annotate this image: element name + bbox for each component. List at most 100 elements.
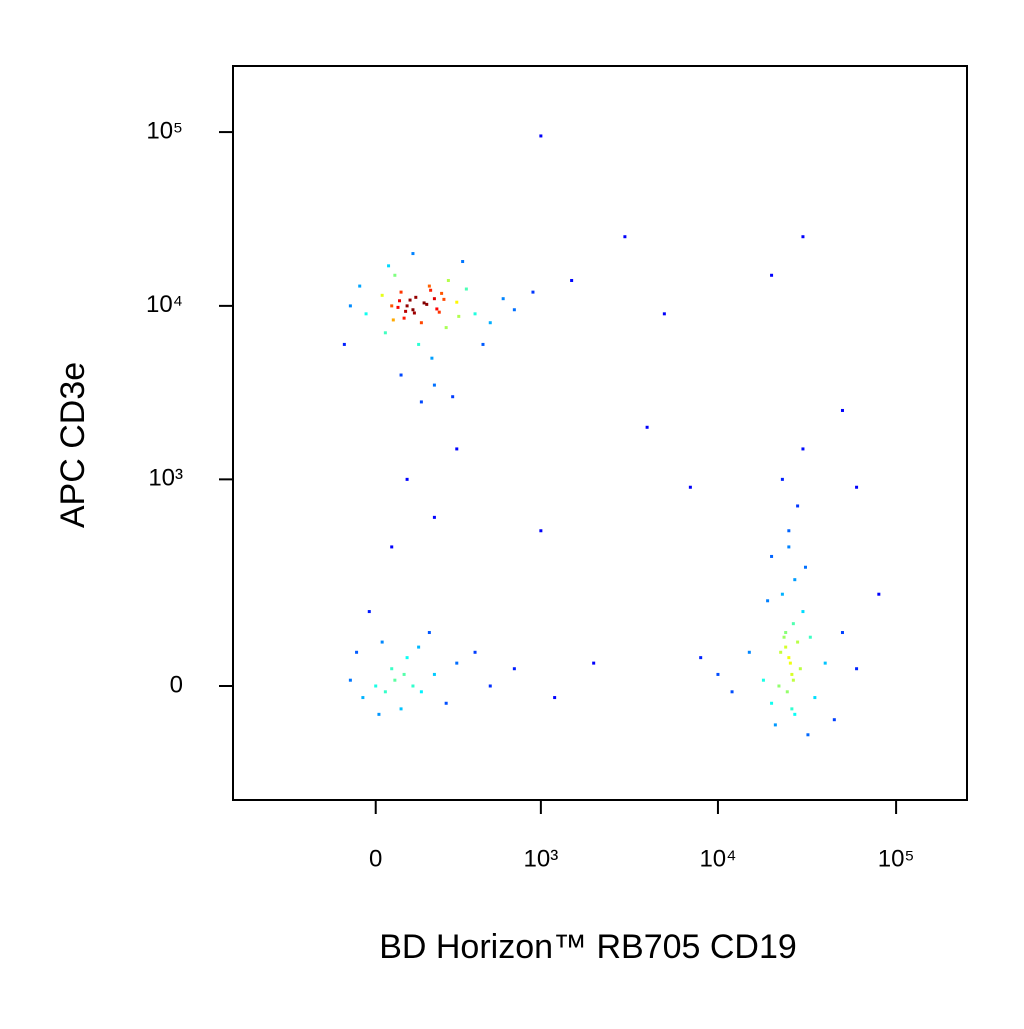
point — [404, 309, 408, 313]
point — [716, 672, 720, 676]
point — [790, 672, 794, 676]
point — [488, 684, 492, 688]
point — [473, 312, 477, 316]
point — [429, 288, 433, 292]
point — [539, 134, 543, 138]
point — [766, 599, 770, 603]
point — [405, 656, 409, 660]
point — [342, 342, 346, 346]
point — [383, 331, 387, 335]
point — [435, 307, 439, 311]
point — [390, 545, 394, 549]
point — [539, 529, 543, 533]
point — [813, 696, 817, 700]
point — [358, 284, 362, 288]
point — [399, 373, 403, 377]
x-tick-label: 0 — [369, 845, 382, 872]
point — [531, 290, 535, 294]
point — [399, 290, 403, 294]
point — [730, 690, 734, 694]
point — [398, 299, 402, 303]
point — [780, 592, 784, 596]
point — [396, 305, 400, 309]
point — [367, 610, 371, 614]
point — [451, 395, 455, 399]
point — [623, 235, 627, 239]
y-tick-label: 0 — [170, 671, 183, 698]
point — [361, 696, 365, 700]
point — [364, 312, 368, 316]
point — [408, 298, 412, 302]
point — [688, 485, 692, 489]
point — [402, 316, 406, 320]
point — [412, 311, 416, 315]
point — [501, 297, 505, 301]
x-tick-label: 10⁵ — [878, 845, 915, 872]
point — [419, 400, 423, 404]
point — [798, 667, 802, 671]
point — [405, 477, 409, 481]
point — [699, 656, 703, 660]
plot-frame — [232, 65, 968, 801]
point — [444, 326, 448, 330]
point — [444, 701, 448, 705]
point — [855, 667, 859, 671]
point — [787, 545, 791, 549]
point — [662, 312, 666, 316]
point — [432, 515, 436, 519]
point — [553, 696, 557, 700]
point — [455, 661, 459, 665]
point — [455, 300, 459, 304]
point — [796, 504, 800, 508]
point — [446, 278, 450, 282]
point — [796, 640, 800, 644]
point — [801, 235, 805, 239]
point — [442, 297, 446, 301]
point — [791, 622, 795, 626]
point — [770, 701, 774, 705]
point — [747, 650, 751, 654]
y-tick-label: 10³ — [148, 465, 183, 492]
point — [432, 672, 436, 676]
point — [419, 690, 423, 694]
point — [801, 447, 805, 451]
point — [791, 678, 795, 682]
point — [387, 264, 391, 268]
point — [391, 318, 395, 322]
point — [383, 690, 387, 694]
point — [592, 661, 596, 665]
y-tick-label: 10⁴ — [146, 291, 183, 318]
point — [427, 631, 431, 635]
point — [779, 650, 783, 654]
point — [417, 645, 421, 649]
point — [348, 678, 352, 682]
point — [784, 631, 788, 635]
point — [414, 295, 418, 299]
point — [430, 356, 434, 360]
point — [793, 578, 797, 582]
point — [777, 684, 781, 688]
x-tick-label: 10³ — [524, 845, 559, 872]
point — [402, 672, 406, 676]
point — [770, 273, 774, 277]
point — [787, 529, 791, 533]
point — [432, 297, 436, 301]
point — [785, 690, 789, 694]
x-axis-title: BD Horizon™ RB705 CD19 — [379, 928, 797, 966]
point — [761, 678, 765, 682]
point — [770, 554, 774, 558]
point — [377, 712, 381, 716]
point — [440, 291, 444, 295]
point — [808, 635, 812, 639]
point — [570, 278, 574, 282]
point — [427, 284, 431, 288]
point — [348, 304, 352, 308]
point — [437, 310, 441, 314]
point — [784, 645, 788, 649]
point — [840, 408, 844, 412]
point — [645, 425, 649, 429]
x-tick-label: 10⁴ — [699, 845, 736, 872]
y-tick-label: 10⁵ — [146, 117, 183, 144]
point — [432, 383, 436, 387]
